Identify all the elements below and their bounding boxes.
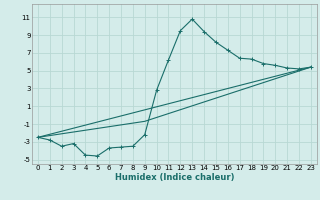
- X-axis label: Humidex (Indice chaleur): Humidex (Indice chaleur): [115, 173, 234, 182]
